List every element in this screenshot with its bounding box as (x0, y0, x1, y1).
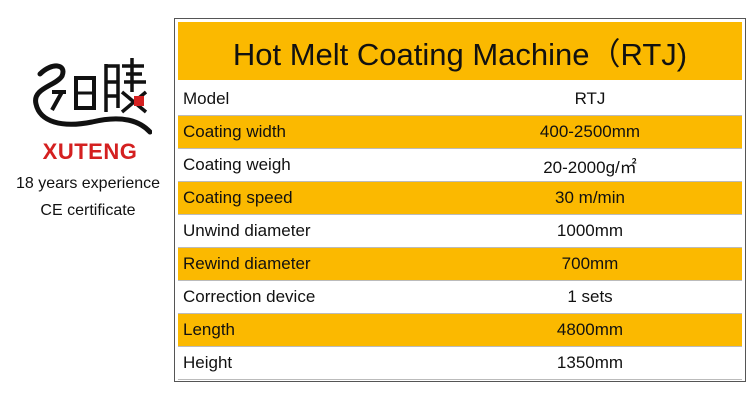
table-row: Rewind diameter 700mm (178, 247, 742, 281)
table-row: Height 1350mm (178, 346, 742, 380)
table-row: Unwind diameter 1000mm (178, 214, 742, 248)
spec-label: Correction device (178, 280, 438, 314)
table-row: Coating width 400-2500mm (178, 115, 742, 149)
logo (33, 58, 152, 135)
spec-table: Hot Melt Coating Machine（RTJ) Model RTJ Co… (174, 18, 746, 382)
spec-value: 400-2500mm (438, 115, 742, 149)
tagline: CE certificate (40, 202, 136, 219)
brand-name: XUTENG (42, 139, 138, 164)
table: Model RTJ Coating width 400-2500mm Coating w… (178, 83, 742, 380)
brand-panel: XUTENG 18 years experience CE certificat… (0, 0, 172, 400)
spec-label: Coating speed (178, 181, 438, 215)
spec-label: Coating weigh (178, 148, 438, 182)
spec-value: 1350mm (438, 346, 742, 380)
spec-label: Height (178, 346, 438, 380)
tagline: 18 years experience (15, 175, 161, 192)
table-row: Coating weigh 20-2000g/㎡ (178, 148, 742, 182)
spec-value: RTJ (438, 83, 742, 116)
spec-label: Rewind diameter (178, 247, 438, 281)
table-row: Correction device 1 sets (178, 280, 742, 314)
spec-label: Length (178, 313, 438, 347)
table-row: Length 4800mm (178, 313, 742, 347)
spec-label: Coating width (178, 115, 438, 149)
spec-value: 1000mm (438, 214, 742, 248)
spec-label: Unwind diameter (178, 214, 438, 248)
spec-label: Model (178, 83, 438, 116)
spec-value: 700mm (438, 247, 742, 281)
spec-value: 30 m/min (438, 181, 742, 215)
table-row: Model RTJ (178, 83, 742, 116)
spec-value: 1 sets (438, 280, 742, 314)
table-row: Coating speed 30 m/min (178, 181, 742, 215)
spec-value: 20-2000g/㎡ (438, 148, 742, 182)
spec-value: 4800mm (438, 313, 742, 347)
table-title: Hot Melt Coating Machine（RTJ) (178, 22, 742, 80)
